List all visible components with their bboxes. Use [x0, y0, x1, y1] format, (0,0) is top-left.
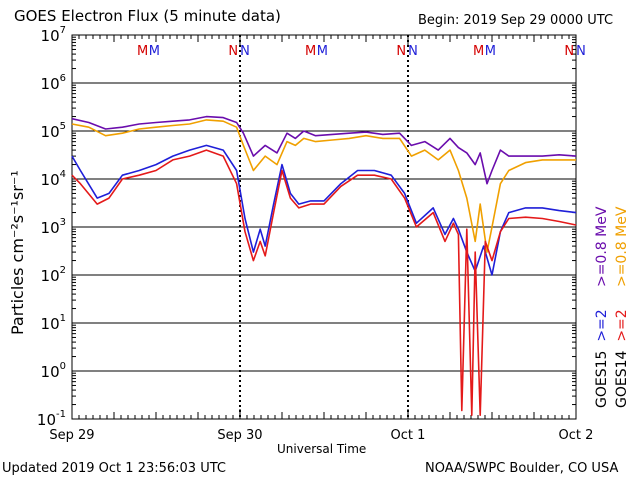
y-tick-exponent: 4	[60, 169, 66, 180]
legend-energy-low: >=0.8	[614, 241, 630, 288]
y-tick-label: 103	[41, 217, 66, 237]
legend-gap	[614, 342, 630, 351]
mn-marker: N	[228, 44, 238, 59]
legend-satellite: GOES14	[614, 350, 630, 408]
y-tick-label: 101	[41, 313, 66, 333]
legend-gap	[594, 287, 610, 309]
x-tick-label: Sep 30	[217, 428, 262, 443]
series-line	[71, 149, 577, 416]
legend-energy-high: >=2	[614, 309, 630, 342]
y-tick-exponent: 7	[60, 25, 66, 36]
mn-marker: M	[137, 44, 148, 59]
plot-frame	[71, 34, 577, 420]
mn-marker: M	[485, 44, 496, 59]
x-tick-labels: Sep 29 Sep 30 Oct 1 Oct 2	[49, 428, 593, 443]
mn-marker: M	[149, 44, 160, 59]
y-tick-exponent: -1	[56, 409, 66, 420]
legend-unit: MeV	[614, 206, 630, 242]
gridlines	[72, 35, 576, 419]
mn-marker: M	[317, 44, 328, 59]
legend-energy-low: >=0.8	[594, 241, 610, 288]
mn-marker: N	[396, 44, 406, 59]
mn-marker: N	[564, 44, 574, 59]
y-tick-label: 10-1	[37, 409, 66, 429]
x-tick-label: Sep 29	[49, 428, 94, 443]
y-tick-exponent: 6	[60, 73, 66, 84]
series-line	[71, 144, 577, 276]
y-tick-label: 106	[41, 73, 66, 93]
y-axis-label: Particles cm⁻²s⁻¹sr⁻¹	[8, 170, 27, 335]
legend-gap	[594, 342, 610, 351]
mn-marker: N	[408, 44, 418, 59]
mn-marker: N	[240, 44, 250, 59]
x-tick-label: Oct 2	[559, 428, 594, 443]
credit-text: NOAA/SWPC Boulder, CO USA	[425, 461, 619, 476]
y-tick-label: 104	[41, 169, 66, 189]
series-line	[71, 119, 576, 253]
legend-entry-goes14: GOES14 >=2 >=0.8 MeV	[614, 207, 630, 408]
y-tick-exponent: 5	[60, 121, 66, 132]
legend-energy-high: >=2	[594, 309, 610, 342]
y-tick-exponent: 1	[60, 313, 66, 324]
mn-marker: M	[473, 44, 484, 59]
series-line	[71, 115, 577, 185]
legend-entry-goes15: GOES15 >=2 >=0.8 MeV	[594, 207, 610, 408]
updated-timestamp: Updated 2019 Oct 1 23:56:03 UTC	[2, 461, 226, 476]
mn-marker: M	[305, 44, 316, 59]
legend-unit: MeV	[594, 206, 610, 242]
y-tick-label: 102	[41, 265, 66, 285]
y-tick-label: 105	[41, 121, 66, 141]
chart-title: GOES Electron Flux (5 minute data)	[14, 7, 281, 25]
legend-satellite: GOES15	[594, 350, 610, 408]
x-tick-label: Oct 1	[391, 428, 426, 443]
y-tick-exponent: 3	[60, 217, 66, 228]
x-axis-label: Universal Time	[277, 442, 367, 456]
y-tick-exponent: 2	[60, 265, 66, 276]
y-tick-exponent: 0	[60, 361, 66, 372]
legend-gap	[614, 287, 630, 309]
y-tick-label: 107	[41, 25, 66, 45]
mn-marker: N	[576, 44, 586, 59]
series-lines	[71, 115, 577, 416]
y-tick-label: 100	[41, 361, 66, 381]
begin-time: Begin: 2019 Sep 29 0000 UTC	[418, 13, 614, 28]
